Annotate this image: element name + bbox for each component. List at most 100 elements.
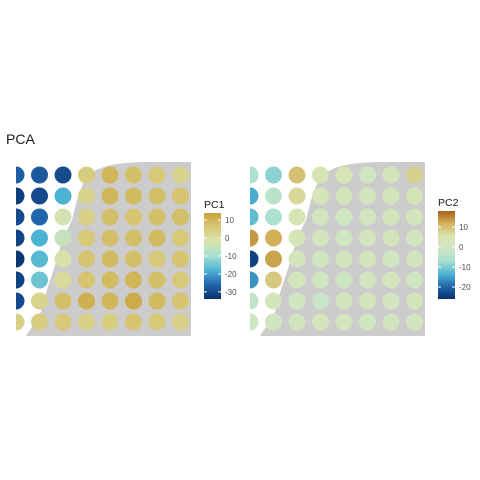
pc1-spot [125, 208, 142, 226]
pc2-spot [312, 208, 329, 226]
pc2-spot [406, 271, 423, 289]
pc2-spot [406, 187, 423, 205]
pc1-spot [78, 292, 95, 310]
pc2-spot [406, 166, 423, 184]
pc1-spot [148, 250, 166, 268]
pc1-spot [16, 250, 25, 268]
figure-title: PCA [6, 131, 35, 147]
pc1-spot [16, 208, 25, 226]
pc2-spot [382, 250, 400, 268]
pc2-spot [430, 314, 447, 331]
pc1-spot [31, 292, 48, 310]
pc1-spot [148, 313, 166, 331]
pc2-spot [265, 229, 282, 247]
pc2-spot [288, 166, 306, 184]
pc2-spot [250, 187, 259, 205]
pc1-tick-label: -20 [225, 270, 237, 279]
pc2-spot [265, 187, 282, 205]
pc2-spot [265, 313, 282, 331]
pc1-spot [172, 313, 189, 331]
pc2-spot [250, 208, 259, 226]
pc1-spot [148, 187, 166, 205]
pc1-spot [54, 292, 72, 310]
pc1-spot [172, 229, 189, 247]
pc2-tick-label: -20 [459, 283, 471, 292]
pc1-spot [16, 271, 25, 289]
pc1-spot [125, 271, 142, 289]
pc2-spot [406, 313, 423, 331]
pc2-spot [250, 271, 259, 289]
pc2-spot [335, 292, 353, 310]
tissue-background [260, 162, 425, 336]
pc2-spot [406, 250, 423, 268]
pc2-spot [288, 208, 306, 226]
pc2-spot [335, 187, 353, 205]
pc1-spot [125, 250, 142, 268]
pc1-spot [16, 313, 25, 331]
pc2-tick-label: -10 [459, 263, 471, 272]
pc1-legend-title: PC1 [204, 199, 225, 211]
pc1-spot [101, 208, 119, 226]
pc2-spot [250, 166, 259, 184]
pc2-spot [265, 166, 282, 184]
pc1-spot [78, 250, 95, 268]
pc2-tick-label: 10 [459, 223, 468, 232]
pc1-spot [125, 229, 142, 247]
pc1-spot [54, 250, 72, 268]
pc2-spot [430, 167, 447, 184]
pc2-spot [288, 229, 306, 247]
pc2-spot [359, 229, 376, 247]
pc1-tick-label: 10 [225, 216, 234, 225]
pc2-spot [288, 271, 306, 289]
pc2-spot [359, 187, 376, 205]
pc2-spot [265, 250, 282, 268]
pc1-spot [172, 292, 189, 310]
pc1-spot [31, 208, 48, 226]
pc1-spot [148, 229, 166, 247]
pc1-spot [101, 271, 119, 289]
pc2-spot [359, 271, 376, 289]
pc2-spot [382, 313, 400, 331]
pc1-spot [54, 313, 72, 331]
pc1-tick-label: -10 [225, 252, 237, 261]
pc2-spot [406, 208, 423, 226]
pc1-spot [148, 292, 166, 310]
pc2-spot [250, 250, 259, 268]
pc1-spot [31, 271, 48, 289]
pc2-spot [288, 292, 306, 310]
pc1-spot [101, 292, 119, 310]
pc1-spots [16, 166, 213, 331]
pc1-spot [172, 271, 189, 289]
pc1-spot [172, 187, 189, 205]
pc2-spot [265, 292, 282, 310]
pc2-spot [335, 208, 353, 226]
pc2-spot [288, 250, 306, 268]
pc1-spot [196, 167, 213, 184]
pc1-spot [31, 166, 48, 184]
pc1-colorbar [204, 213, 221, 299]
pc2-spot [312, 292, 329, 310]
pc2-spot [382, 187, 400, 205]
pc1-spot [196, 314, 213, 331]
pc2-spot [312, 313, 329, 331]
pc1-spot [78, 229, 95, 247]
pc1-spot [125, 313, 142, 331]
pc2-spot [382, 208, 400, 226]
pc2-panel [250, 162, 447, 336]
pc2-spot [312, 187, 329, 205]
pc2-spot [335, 250, 353, 268]
pc1-spot [54, 271, 72, 289]
pc1-spot [16, 292, 25, 310]
pc2-tick-label: 0 [459, 243, 464, 252]
pc2-spot [335, 229, 353, 247]
pc1-spot [78, 187, 95, 205]
pc2-spot [382, 166, 400, 184]
pc2-spot [335, 166, 353, 184]
pc1-spot [54, 166, 72, 184]
pc1-spot [172, 208, 189, 226]
pc1-spot [125, 292, 142, 310]
pc1-legend: PC1 10 0 -10 -20 -30 [204, 199, 237, 299]
pc1-spot [125, 166, 142, 184]
pc2-spot [382, 229, 400, 247]
